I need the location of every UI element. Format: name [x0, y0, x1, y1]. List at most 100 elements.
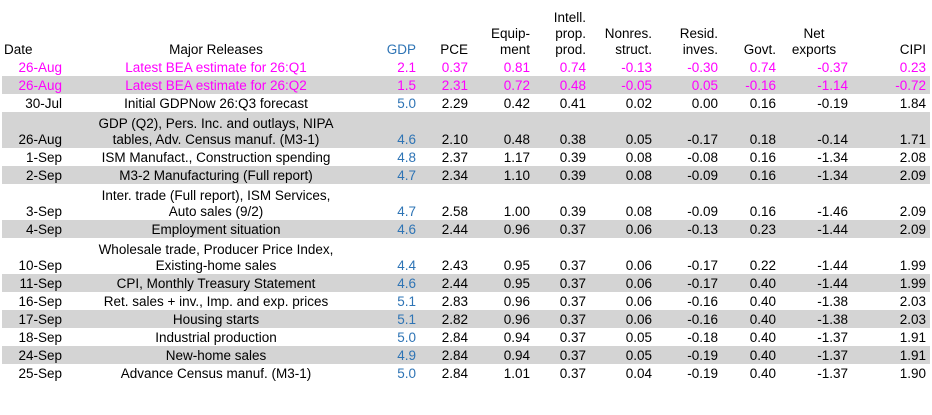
row-resid-investment: -0.17 — [656, 274, 722, 292]
row-cipi: 0.23 — [899, 60, 926, 75]
row-cipi: 1.99 — [852, 274, 930, 292]
row-release: Latest BEA estimate for 26:Q1 — [68, 58, 368, 76]
row-resid-investment: -0.16 — [687, 294, 718, 309]
row-govt: 0.40 — [722, 310, 780, 328]
table-row: 30-Jul Initial GDPNow 26:Q3 forecast 5.0 2.… — [2, 94, 930, 112]
row-equipment: 0.81 — [503, 60, 530, 75]
row-pce: 2.82 — [420, 310, 472, 328]
row-pce: 2.44 — [420, 274, 472, 292]
table-body: 26-Aug Latest BEA estimate for 26:Q1 2.1 0.… — [2, 58, 930, 382]
row-nonres-structures: -0.13 — [621, 60, 652, 75]
row-resid-investment: -0.08 — [687, 150, 718, 165]
row-govt: 0.40 — [749, 294, 776, 309]
row-intellectual-property: 0.37 — [559, 258, 586, 273]
row-govt: 0.16 — [749, 96, 776, 111]
release-text: M3-2 Manufacturing (Full report) — [119, 168, 313, 183]
release-text: New-home sales — [165, 348, 267, 363]
row-date: 16-Sep — [18, 294, 62, 309]
row-cipi: 2.09 — [852, 220, 930, 238]
table-row: 24-Sep New-home sales 4.9 2.84 0.94 0.37 0.05-… — [2, 346, 930, 364]
row-date: 26-Aug — [2, 112, 68, 148]
row-equipment: 1.00 — [503, 204, 530, 219]
row-date: 24-Sep — [2, 346, 68, 364]
row-nonres-structures: 0.06 — [625, 258, 652, 273]
row-release: CPI, Monthly Treasury Statement — [68, 274, 368, 292]
row-release: Industrial production — [68, 328, 368, 346]
row-pce: 2.37 — [441, 150, 468, 165]
row-equipment: 1.10 — [472, 166, 534, 184]
release-text: Employment situation — [151, 222, 281, 237]
header-pce: PCE — [440, 42, 468, 57]
row-resid-investment: 0.05 — [656, 76, 722, 94]
row-resid-investment: -0.17 — [656, 112, 722, 148]
row-nonres-structures: 0.02 — [625, 96, 652, 111]
row-equipment: 1.17 — [503, 150, 530, 165]
row-release: Ret. sales + inv., Imp. and exp. prices — [68, 292, 368, 310]
row-release: Inter. trade (Full report), ISM Services… — [68, 184, 368, 220]
row-equipment: 0.96 — [503, 294, 530, 309]
row-date: 30-Jul — [25, 96, 62, 111]
row-net-exports: -1.44 — [817, 258, 848, 273]
row-gdp: 4.4 — [397, 258, 416, 273]
row-date: 10-Sep — [18, 258, 62, 273]
row-pce: 0.37 — [441, 60, 468, 75]
header-net-exports: Net exports — [780, 0, 852, 58]
release-text: Existing-home sales — [155, 258, 277, 273]
header-resid-line: inves. — [682, 42, 718, 57]
header-netexp-line: exports — [791, 42, 837, 57]
row-intellectual-property: 0.37 — [534, 346, 590, 364]
row-govt: 0.23 — [722, 220, 780, 238]
row-cipi: 1.84 — [899, 96, 926, 111]
row-equipment: 1.01 — [503, 366, 530, 381]
release-text: Ret. sales + inv., Imp. and exp. prices — [103, 294, 329, 309]
row-gdp: 4.7 — [397, 204, 416, 219]
row-nonres-structures: 0.06 — [625, 294, 652, 309]
header-row: Date Major Releases GDP PCE Equip- ment … — [2, 0, 930, 58]
row-gdp: 4.7 — [368, 166, 420, 184]
header-nonres-structures: Nonres. struct. — [590, 0, 656, 58]
release-text: Housing starts — [172, 312, 260, 327]
row-equipment: 0.96 — [472, 220, 534, 238]
row-nonres-structures: 0.06 — [590, 274, 656, 292]
row-intellectual-property: 0.37 — [559, 366, 586, 381]
row-equipment: 0.96 — [472, 310, 534, 328]
row-resid-investment: -0.17 — [687, 258, 718, 273]
header-equipment-line: Equip- — [490, 26, 530, 41]
header-intell-line: prop. — [555, 26, 586, 41]
header-netexp-line: Net — [803, 26, 825, 41]
row-date: 26-Aug — [18, 60, 62, 75]
row-govt: 0.40 — [722, 274, 780, 292]
row-net-exports: -0.14 — [780, 112, 852, 148]
row-pce: 2.31 — [420, 76, 472, 94]
table-row: 25-Sep Advance Census manuf. (M3-1) 5.0 2.8… — [2, 364, 930, 382]
row-resid-investment: -0.30 — [687, 60, 718, 75]
row-date: 17-Sep — [2, 310, 68, 328]
release-text: ISM Manufact., Construction spending — [101, 150, 331, 165]
row-net-exports: -1.46 — [817, 204, 848, 219]
row-gdp: 4.8 — [397, 150, 416, 165]
row-date: 3-Sep — [25, 204, 62, 219]
table-row: 26-Aug Latest BEA estimate for 26:Q1 2.1 0.… — [2, 58, 930, 76]
header-intellectual-property: Intell. prop. prod. — [534, 0, 590, 58]
header-govt: Govt. — [743, 42, 776, 57]
header-gdp: GDP — [386, 42, 416, 57]
row-resid-investment: -0.09 — [687, 204, 718, 219]
row-intellectual-property: 0.37 — [534, 220, 590, 238]
row-nonres-structures: 0.05 — [625, 330, 652, 345]
row-net-exports: -1.37 — [817, 366, 848, 381]
release-text: Inter. trade (Full report), ISM Services… — [101, 188, 331, 203]
row-date: 25-Sep — [18, 366, 62, 381]
release-text: tables, Adv. Census manuf. (M3-1) — [112, 132, 320, 147]
row-intellectual-property: 0.39 — [559, 150, 586, 165]
release-text: Latest BEA estimate for 26:Q1 — [125, 60, 307, 75]
row-intellectual-property: 0.39 — [559, 204, 586, 219]
row-date: 1-Sep — [25, 150, 62, 165]
header-intell-line: prod. — [555, 42, 586, 57]
header-resid-line: Resid. — [679, 26, 718, 41]
header-equipment-line: ment — [499, 42, 530, 57]
row-resid-investment: -0.13 — [656, 220, 722, 238]
row-govt: 0.40 — [722, 346, 780, 364]
row-cipi: 2.09 — [899, 204, 926, 219]
row-release: Wholesale trade, Producer Price Index, Ex… — [68, 238, 368, 274]
row-intellectual-property: 0.37 — [559, 294, 586, 309]
